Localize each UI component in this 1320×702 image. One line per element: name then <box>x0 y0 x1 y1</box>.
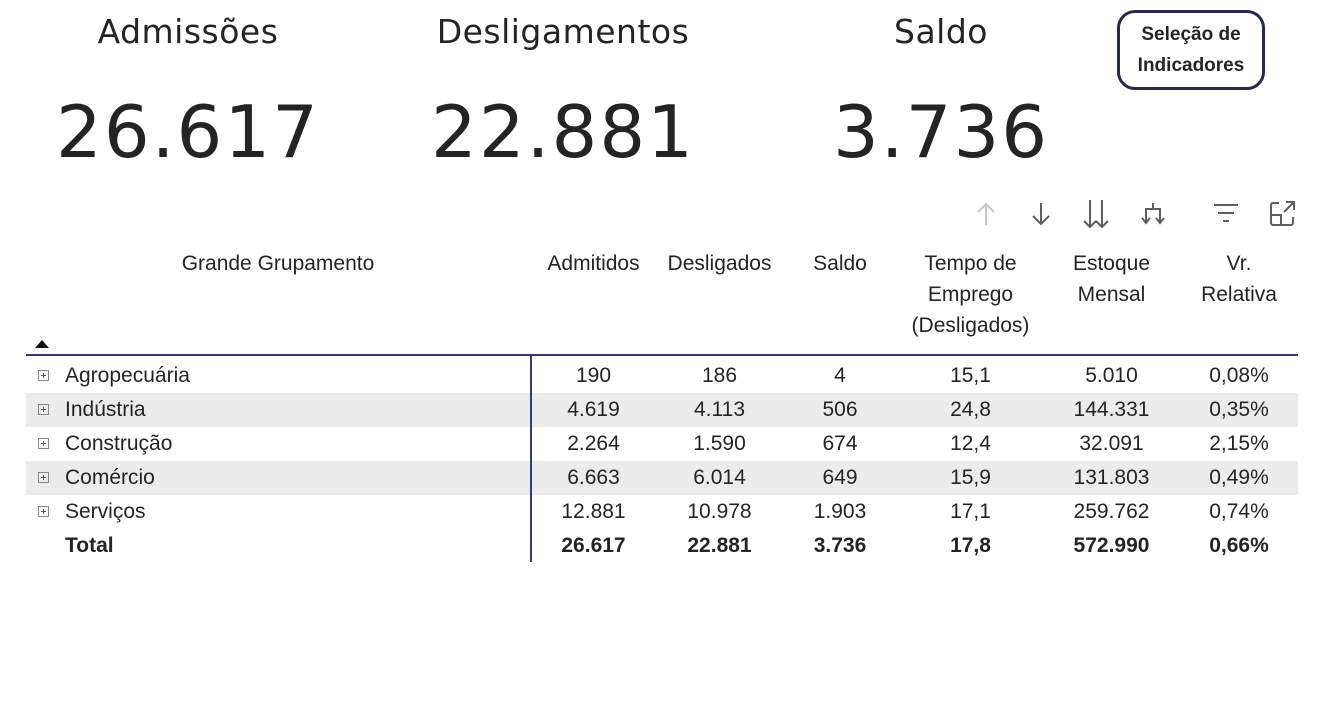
table-cell: 26.617 <box>561 534 626 557</box>
table-cell: 572.990 <box>1073 534 1150 557</box>
table-cell: 5.010 <box>1085 364 1138 387</box>
table-cell: 6.014 <box>693 466 746 489</box>
expand-plus-icon[interactable] <box>38 370 49 381</box>
kpi-value: 3.736 <box>832 90 1050 174</box>
table-cell: 6.663 <box>567 466 620 489</box>
column-header-admitidos[interactable]: Admitidos <box>547 252 640 275</box>
sort-ascending-icon[interactable] <box>35 340 49 348</box>
row-label: Indústria <box>65 398 146 421</box>
expand-plus-icon[interactable] <box>38 438 49 449</box>
table-cell: 131.803 <box>1073 466 1150 489</box>
row-label: Serviços <box>65 500 146 523</box>
expand-plus-icon[interactable] <box>38 506 49 517</box>
column-header-vr-relativa[interactable]: Vr. Relativa <box>1201 252 1277 306</box>
expand-plus-icon[interactable] <box>38 404 49 415</box>
arrow-up-icon[interactable] <box>971 199 1001 229</box>
double-arrow-down-icon[interactable] <box>1081 199 1111 229</box>
kpi-label: Saldo <box>894 12 988 51</box>
table-cell: 649 <box>822 466 858 489</box>
kpi-label: Admissões <box>97 12 279 51</box>
column-header-tempo-emprego[interactable]: Tempo de Emprego (Desligados) <box>911 252 1030 337</box>
table-cell: 190 <box>575 364 612 387</box>
table-cell: 0,35% <box>1209 398 1269 421</box>
table-header: Grande Grupamento Admitidos Desligados S… <box>26 248 1298 356</box>
table-cell: 32.091 <box>1079 432 1144 455</box>
table-cell: 0,08% <box>1209 364 1269 387</box>
button-label-line1: Seleção de <box>1141 24 1241 45</box>
table-cell: 12,4 <box>950 432 991 455</box>
row-label: Comércio <box>65 466 155 489</box>
table-cell: 2.264 <box>567 432 620 455</box>
table-cell: 22.881 <box>687 534 752 557</box>
row-label: Total <box>65 534 114 557</box>
matrix-table: Grande Grupamento Admitidos Desligados S… <box>26 248 1298 563</box>
column-header-desligados[interactable]: Desligados <box>667 252 772 275</box>
kpi-value: 26.617 <box>56 90 320 174</box>
table-cell: 674 <box>822 432 858 455</box>
filter-icon[interactable] <box>1211 199 1241 229</box>
table-cell: 17,1 <box>950 500 991 523</box>
table-cell: 2,15% <box>1209 432 1269 455</box>
table-cell: 12.881 <box>561 500 626 523</box>
total-row[interactable]: Total 26.617 22.881 3.736 17,8 572.990 0,66% <box>26 529 1298 563</box>
expand-hierarchy-icon[interactable] <box>1138 199 1168 229</box>
column-header-saldo[interactable]: Saldo <box>813 252 867 275</box>
row-label: Construção <box>65 432 173 455</box>
column-header-estoque-mensal[interactable]: Estoque Mensal <box>1072 252 1151 306</box>
table-cell: 10.978 <box>687 500 752 523</box>
table-cell: 15,1 <box>950 364 991 387</box>
table-row[interactable]: Construção 2.264 1.590 674 12,4 32.091 2,15% <box>26 427 1298 461</box>
table-cell: 17,8 <box>950 534 991 557</box>
table-row[interactable]: Agropecuária 190 186 4 15,1 5.010 0,08% <box>26 359 1298 393</box>
table-cell: 0,74% <box>1209 500 1269 523</box>
arrow-down-icon[interactable] <box>1026 199 1056 229</box>
table-cell: 24,8 <box>950 398 991 421</box>
table-cell: 4.113 <box>694 398 745 421</box>
table-cell: 186 <box>701 364 738 387</box>
selecao-indicadores-button[interactable]: Seleção de Indicadores <box>1117 10 1265 90</box>
kpi-label: Desligamentos <box>436 12 690 51</box>
table-cell: 259.762 <box>1073 500 1150 523</box>
table-cell: 0,66% <box>1209 534 1269 557</box>
table-cell: 1.903 <box>813 500 867 523</box>
column-header-grande-grupamento[interactable]: Grande Grupamento <box>181 252 375 275</box>
table-row[interactable]: Indústria 4.619 4.113 506 24,8 144.331 0,35% <box>26 393 1298 427</box>
table-cell: 1.590 <box>693 432 746 455</box>
button-label-line2: Indicadores <box>1137 55 1245 76</box>
table-cell: 0,49% <box>1209 466 1269 489</box>
table-cell: 3.736 <box>813 534 867 557</box>
kpi-value: 22.881 <box>431 90 695 174</box>
focus-mode-icon[interactable] <box>1267 199 1297 229</box>
table-row[interactable]: Comércio 6.663 6.014 649 15,9 131.803 0,49% <box>26 461 1298 495</box>
table-row[interactable]: Serviços 12.881 10.978 1.903 17,1 259.762 0,74… <box>26 495 1298 529</box>
table-cell: 506 <box>822 398 858 421</box>
table-cell: 4 <box>834 364 846 387</box>
table-cell: 144.331 <box>1073 398 1150 421</box>
table-cell: 15,9 <box>950 466 991 489</box>
expand-plus-icon[interactable] <box>38 472 49 483</box>
column-divider <box>530 356 532 562</box>
row-label: Agropecuária <box>65 364 190 387</box>
table-cell: 4.619 <box>567 398 620 421</box>
